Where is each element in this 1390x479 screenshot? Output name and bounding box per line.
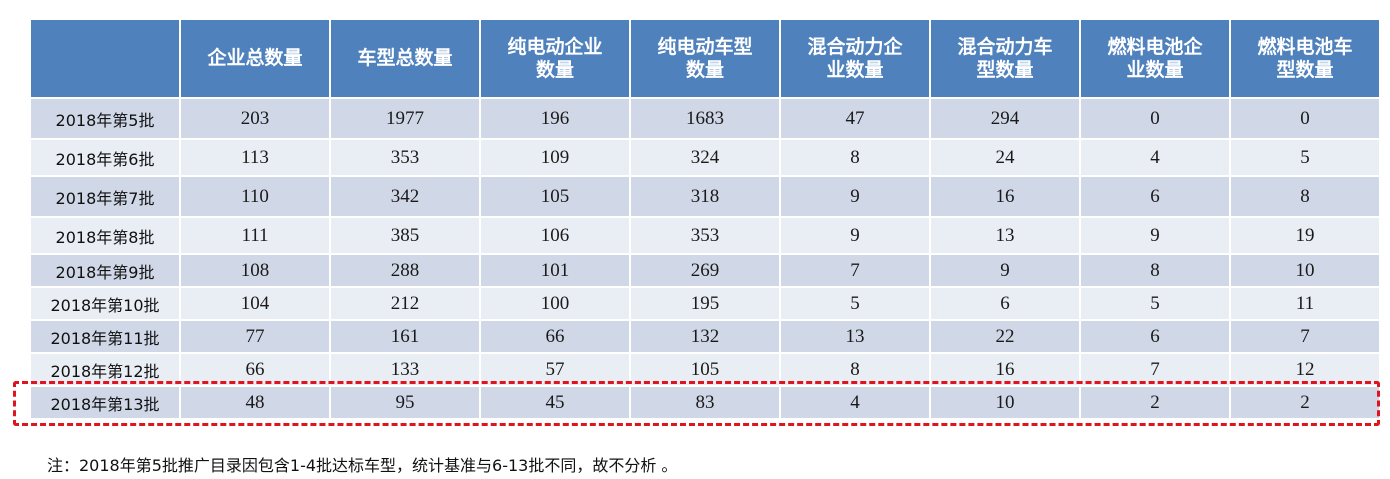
header-corner [29, 18, 181, 99]
cell-fuelcell-companies: 8 [1079, 253, 1231, 288]
cell-batch-label: 2018年第8批 [29, 216, 181, 255]
cell-hybrid-models: 294 [929, 97, 1081, 140]
header-ev-models: 纯电动车型数量 [629, 18, 781, 99]
table-row: 2018年第10批 104 212 100 195 5 6 5 11 [29, 286, 1381, 321]
header-fuelcell-models: 燃料电池车型数量 [1229, 18, 1381, 99]
cell-total-companies: 113 [179, 138, 331, 177]
cell-ev-companies: 45 [479, 385, 631, 420]
cell-hybrid-models: 16 [929, 175, 1081, 218]
header-hybrid-models: 混合动力车型数量 [929, 18, 1081, 99]
cell-hybrid-models: 13 [929, 216, 1081, 255]
cell-fuelcell-models: 5 [1229, 138, 1381, 177]
cell-fuelcell-models: 7 [1229, 319, 1381, 354]
cell-fuelcell-models: 2 [1229, 385, 1381, 420]
cell-fuelcell-companies: 6 [1079, 175, 1231, 218]
header-row: 企业总数量 车型总数量 纯电动企业数量 纯电动车型数量 混合动力企业数量 混合动… [29, 18, 1381, 99]
table-row: 2018年第5批 203 1977 196 1683 47 294 0 0 [29, 97, 1381, 140]
vehicle-catalog-table: 企业总数量 车型总数量 纯电动企业数量 纯电动车型数量 混合动力企业数量 混合动… [29, 18, 1381, 420]
cell-hybrid-companies: 9 [779, 216, 931, 255]
cell-fuelcell-models: 10 [1229, 253, 1381, 288]
cell-hybrid-models: 9 [929, 253, 1081, 288]
cell-ev-models: 353 [629, 216, 781, 255]
cell-fuelcell-companies: 4 [1079, 138, 1231, 177]
cell-ev-companies: 196 [479, 97, 631, 140]
cell-batch-label: 2018年第13批 [29, 385, 181, 420]
cell-fuelcell-models: 11 [1229, 286, 1381, 321]
cell-fuelcell-companies: 6 [1079, 319, 1231, 354]
cell-hybrid-models: 10 [929, 385, 1081, 420]
cell-ev-companies: 100 [479, 286, 631, 321]
table-row: 2018年第13批 48 95 45 83 4 10 2 2 [29, 385, 1381, 420]
cell-total-companies: 110 [179, 175, 331, 218]
cell-hybrid-models: 24 [929, 138, 1081, 177]
cell-fuelcell-companies: 9 [1079, 216, 1231, 255]
cell-batch-label: 2018年第6批 [29, 138, 181, 177]
table-row: 2018年第7批 110 342 105 318 9 16 6 8 [29, 175, 1381, 218]
cell-batch-label: 2018年第5批 [29, 97, 181, 140]
cell-total-models: 161 [329, 319, 481, 354]
table-row: 2018年第6批 113 353 109 324 8 24 4 5 [29, 138, 1381, 177]
cell-ev-models: 132 [629, 319, 781, 354]
cell-total-models: 212 [329, 286, 481, 321]
cell-ev-companies: 106 [479, 216, 631, 255]
cell-ev-models: 318 [629, 175, 781, 218]
cell-total-companies: 48 [179, 385, 331, 420]
cell-hybrid-companies: 9 [779, 175, 931, 218]
cell-ev-models: 269 [629, 253, 781, 288]
cell-hybrid-companies: 4 [779, 385, 931, 420]
header-ev-companies: 纯电动企业数量 [479, 18, 631, 99]
cell-hybrid-companies: 5 [779, 286, 931, 321]
cell-ev-companies: 105 [479, 175, 631, 218]
cell-fuelcell-companies: 5 [1079, 286, 1231, 321]
cell-total-models: 342 [329, 175, 481, 218]
cell-hybrid-companies: 47 [779, 97, 931, 140]
cell-hybrid-companies: 13 [779, 319, 931, 354]
cell-ev-models: 195 [629, 286, 781, 321]
footnote: 注：2018年第5批推广目录因包含1-4批达标车型，统计基准与6-13批不同，故… [47, 456, 678, 475]
cell-total-models: 353 [329, 138, 481, 177]
cell-total-companies: 66 [179, 352, 331, 387]
cell-batch-label: 2018年第7批 [29, 175, 181, 218]
cell-ev-companies: 101 [479, 253, 631, 288]
cell-hybrid-models: 6 [929, 286, 1081, 321]
cell-ev-models: 83 [629, 385, 781, 420]
header-total-models: 车型总数量 [329, 18, 481, 99]
header-hybrid-companies: 混合动力企业数量 [779, 18, 931, 99]
cell-fuelcell-companies: 0 [1079, 97, 1231, 140]
cell-total-companies: 104 [179, 286, 331, 321]
table-row: 2018年第9批 108 288 101 269 7 9 8 10 [29, 253, 1381, 288]
cell-ev-companies: 109 [479, 138, 631, 177]
cell-total-companies: 111 [179, 216, 331, 255]
cell-hybrid-companies: 8 [779, 138, 931, 177]
cell-hybrid-companies: 7 [779, 253, 931, 288]
cell-fuelcell-models: 8 [1229, 175, 1381, 218]
data-table-container: 企业总数量 车型总数量 纯电动企业数量 纯电动车型数量 混合动力企业数量 混合动… [29, 18, 1381, 420]
cell-batch-label: 2018年第9批 [29, 253, 181, 288]
cell-hybrid-models: 22 [929, 319, 1081, 354]
cell-total-models: 1977 [329, 97, 481, 140]
cell-total-models: 95 [329, 385, 481, 420]
cell-total-models: 288 [329, 253, 481, 288]
cell-ev-companies: 66 [479, 319, 631, 354]
cell-fuelcell-models: 0 [1229, 97, 1381, 140]
cell-batch-label: 2018年第11批 [29, 319, 181, 354]
cell-batch-label: 2018年第10批 [29, 286, 181, 321]
cell-fuelcell-companies: 2 [1079, 385, 1231, 420]
cell-total-models: 385 [329, 216, 481, 255]
cell-total-companies: 108 [179, 253, 331, 288]
highlight-box [13, 381, 1380, 426]
table-row: 2018年第8批 111 385 106 353 9 13 9 19 [29, 216, 1381, 255]
cell-total-companies: 203 [179, 97, 331, 140]
cell-fuelcell-models: 19 [1229, 216, 1381, 255]
header-total-companies: 企业总数量 [179, 18, 331, 99]
cell-ev-models: 1683 [629, 97, 781, 140]
cell-ev-models: 324 [629, 138, 781, 177]
table-row: 2018年第11批 77 161 66 132 13 22 6 7 [29, 319, 1381, 354]
cell-total-companies: 77 [179, 319, 331, 354]
header-fuelcell-companies: 燃料电池企业数量 [1079, 18, 1231, 99]
